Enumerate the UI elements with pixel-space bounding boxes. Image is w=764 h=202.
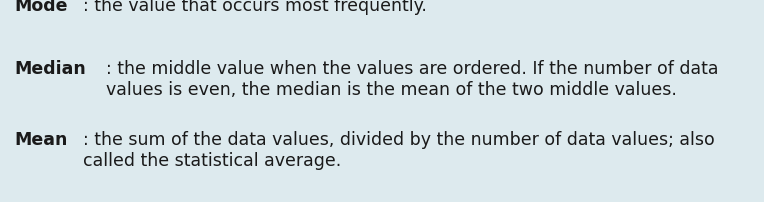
Text: Median: Median (14, 60, 86, 78)
Text: : the value that occurs most frequently.: : the value that occurs most frequently. (83, 0, 427, 15)
Text: : the sum of the data values, divided by the number of data values; also
called : : the sum of the data values, divided by… (83, 130, 714, 169)
Text: Mean: Mean (14, 130, 67, 148)
Text: : the middle value when the values are ordered. If the number of data
values is : : the middle value when the values are o… (106, 60, 719, 98)
Text: Mode: Mode (14, 0, 67, 15)
